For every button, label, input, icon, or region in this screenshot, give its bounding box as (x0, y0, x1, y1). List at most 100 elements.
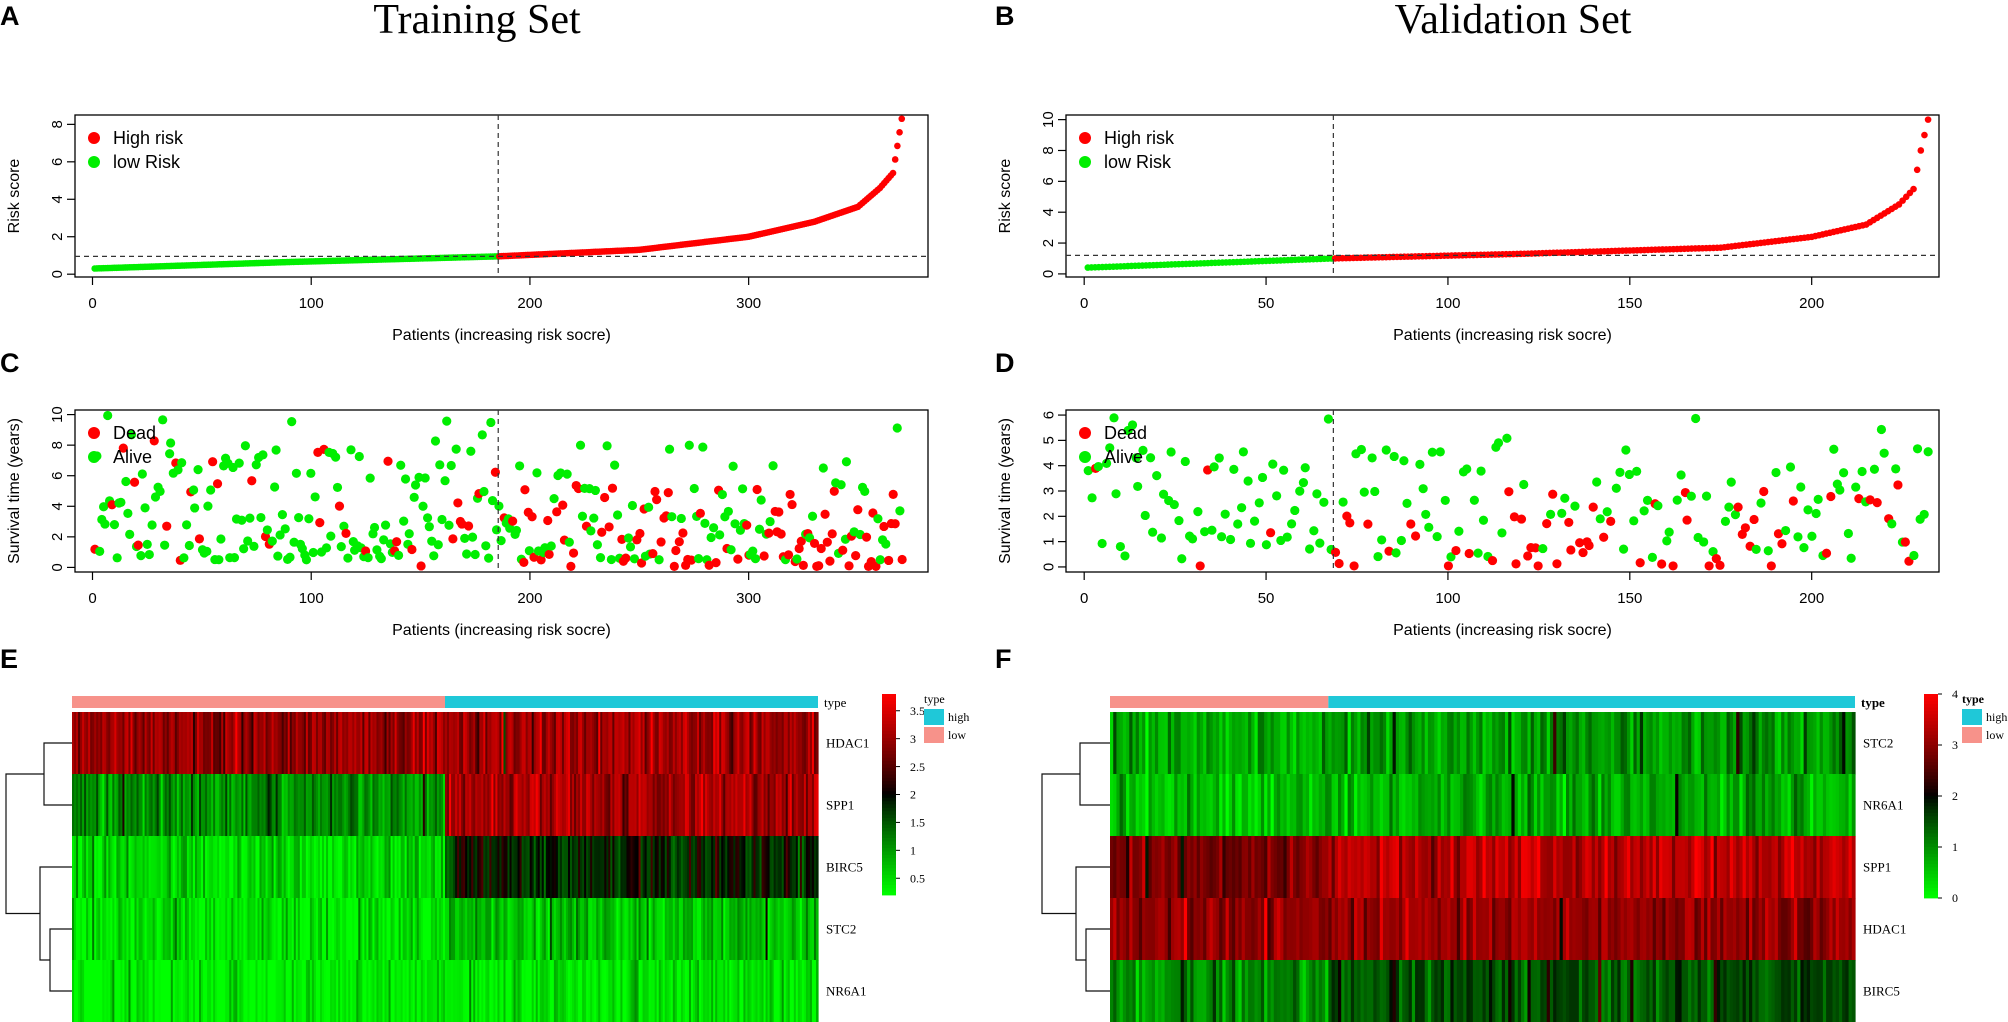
heatmap-cell (606, 960, 609, 1022)
colorbar-segment (1924, 772, 1938, 776)
heatmap-cell (1212, 960, 1217, 1022)
alive-point (1811, 508, 1821, 519)
colorbar-segment (1924, 819, 1938, 824)
heatmap-cell (1190, 712, 1195, 775)
heatmap-cell (739, 960, 742, 1022)
heatmap-cell (1337, 712, 1342, 775)
heatmap-cell (344, 712, 347, 775)
heatmap-cell (648, 712, 652, 775)
heatmap-cell (1219, 898, 1223, 961)
heatmap-cell (120, 836, 124, 899)
heatmap-cell (1196, 712, 1201, 775)
heatmap-cell (1389, 960, 1394, 1022)
heatmap-cell (1797, 712, 1802, 775)
heatmap-cell (342, 960, 345, 1022)
heatmap-cell (1620, 898, 1625, 961)
alive-point (627, 500, 638, 511)
heatmap-cell (626, 712, 630, 775)
heatmap-cells (1110, 712, 1856, 1022)
heatmap-cell (344, 774, 347, 837)
heatmap-cell (1193, 836, 1198, 899)
heatmap-cell (1366, 836, 1371, 899)
training-set-title: Training Set (373, 0, 581, 43)
heatmap-cell (211, 712, 214, 775)
heatmap-cell (1405, 898, 1410, 961)
heatmap-cell (570, 774, 573, 837)
heatmap-cell (1739, 898, 1744, 961)
heatmap-cell (229, 774, 232, 837)
heatmap-cell (567, 898, 571, 961)
heatmap-cell (539, 712, 543, 775)
heatmap-cell (1582, 960, 1586, 1022)
heatmap-cell (1787, 774, 1792, 837)
heatmap-cell (86, 836, 89, 899)
heatmap-cell (1784, 960, 1789, 1022)
heatmap-cell (799, 898, 803, 961)
heatmap-cell (563, 836, 567, 899)
heatmap-cell (1726, 712, 1731, 775)
heatmap-cell (74, 960, 77, 1022)
alive-point (892, 423, 902, 433)
heatmap-cell (360, 774, 363, 837)
heatmap-cell (1341, 898, 1346, 961)
heatmap-cell (584, 836, 587, 899)
heatmap-cell (438, 836, 442, 899)
heatmap-cell (108, 960, 111, 1022)
heatmap-cell (366, 712, 369, 775)
heatmap-cell (719, 836, 722, 899)
heatmap-cell (1238, 836, 1243, 899)
heatmap-cell (108, 712, 111, 775)
heatmap-cell (475, 836, 478, 899)
heatmap-cell (1755, 712, 1760, 775)
alive-point (1846, 553, 1856, 563)
heatmap-cell (1845, 712, 1850, 775)
heatmap-cell (96, 898, 99, 961)
alive-point (1869, 464, 1880, 474)
heatmap-cell (281, 960, 285, 1022)
heatmap-cell (662, 712, 666, 775)
heatmap-cell (319, 774, 323, 837)
colorbar-segment (1924, 734, 1938, 739)
heatmap-cell (749, 960, 753, 1022)
heatmap-cell (541, 898, 545, 961)
heatmap-cell (1848, 712, 1853, 775)
dead-point (656, 537, 666, 547)
heatmap-cell (763, 960, 767, 1022)
heatmap-cell (170, 898, 174, 961)
heatmap-cell (783, 774, 787, 837)
alive-point (1624, 469, 1634, 480)
heatmap-cell (523, 712, 527, 775)
colorbar-tick-label: 3 (910, 732, 916, 746)
heatmap-cell (1370, 836, 1374, 899)
colorbar-segment (882, 868, 896, 872)
alive-point (216, 534, 226, 544)
heatmap-cell (598, 960, 601, 1022)
heatmap-cell (168, 898, 172, 961)
heatmap-cell (457, 960, 460, 1022)
heatmap-cell (519, 774, 523, 837)
heatmap-cell (630, 774, 634, 837)
heatmap-cell (1228, 712, 1233, 775)
heatmap-cell (793, 712, 797, 775)
heatmap-cell (644, 712, 648, 775)
heatmap-cell (213, 836, 216, 899)
heatmap-cell (150, 960, 154, 1022)
heatmap-cell (578, 960, 581, 1022)
alive-point (125, 529, 135, 539)
heatmap-cell (336, 712, 339, 775)
dead-point (1504, 487, 1514, 497)
heatmap-cell (805, 898, 809, 961)
heatmap-cell (1142, 712, 1146, 775)
heatmap-cell (1697, 712, 1702, 775)
heatmap-cell (1379, 960, 1384, 1022)
colorbar-segment (1924, 751, 1938, 756)
heatmap-cell (215, 960, 218, 1022)
heatmap-cell (190, 836, 194, 899)
alive-point (1887, 519, 1897, 529)
heatmap-cell (156, 960, 160, 1022)
heatmap-cell (572, 774, 575, 837)
heatmap-cell (1402, 836, 1407, 899)
heatmap-cell (1424, 960, 1429, 1022)
heatmap-cell (1206, 898, 1211, 961)
panel-letter-b: B (995, 1, 1015, 31)
